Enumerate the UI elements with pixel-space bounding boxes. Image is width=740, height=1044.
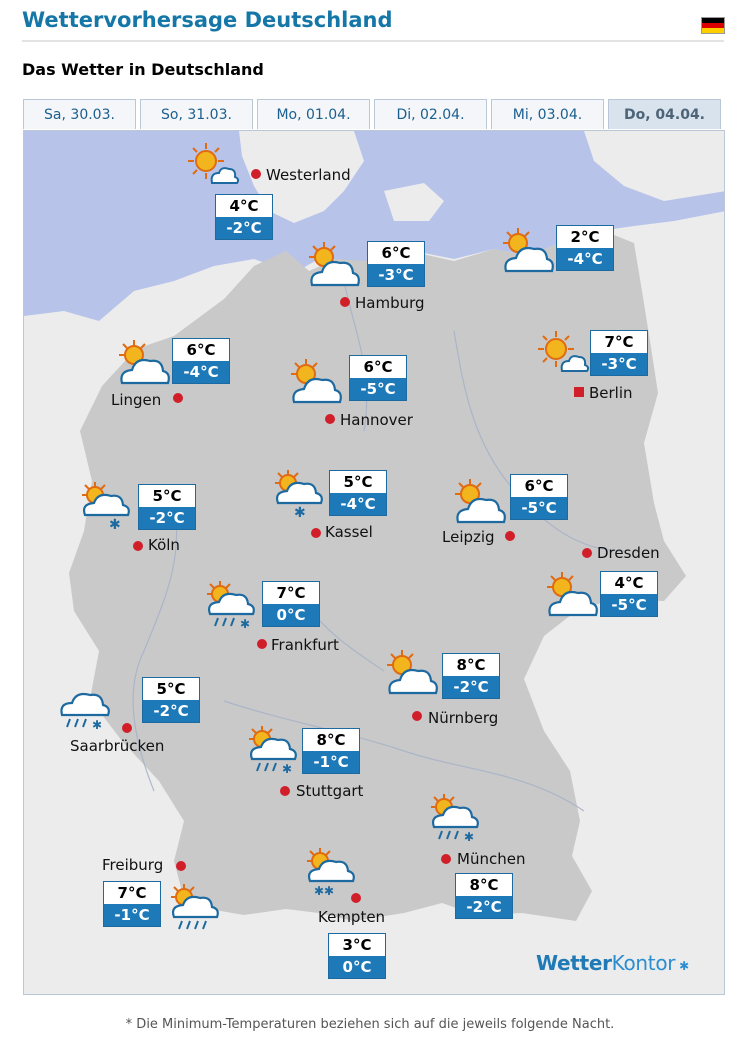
sun-cloud-icon (384, 647, 440, 699)
svg-text:✱: ✱ (109, 517, 121, 531)
city-label[interactable]: Hamburg (355, 294, 425, 312)
city-marker (340, 297, 350, 307)
city-label[interactable]: Nürnberg (428, 709, 499, 727)
sun-cloud-icon (184, 139, 240, 191)
temp-box: 5°C -4°C (329, 470, 387, 516)
temp-box: 6°C -5°C (510, 474, 568, 520)
city-marker (441, 854, 451, 864)
temp-box: 5°C -2°C (138, 484, 196, 530)
title-divider (22, 40, 724, 42)
sun-cloud-snow-icon: ✱ (272, 467, 328, 521)
city-label[interactable]: Saarbrücken (70, 737, 165, 755)
city-label[interactable]: Freiburg (102, 856, 164, 874)
temp-box: 7°C 0°C (262, 581, 320, 627)
temp-box: 8°C -2°C (442, 653, 500, 699)
weather-map: 4°C -2°C Westerland 6°C -3°C Hamburg 2°C -4… (23, 130, 725, 995)
city-marker (133, 541, 143, 551)
sun-cloud-snow-icon: ✱✱ (304, 845, 360, 898)
city-label[interactable]: Köln (148, 536, 180, 554)
city-marker (505, 531, 515, 541)
svg-text:✱✱: ✱✱ (314, 884, 334, 897)
city-label[interactable]: Frankfurt (271, 636, 339, 654)
city-label[interactable]: Hannover (340, 411, 413, 429)
city-label[interactable]: Westerland (266, 166, 351, 184)
page-title: Wettervorhersage Deutschland (22, 8, 393, 32)
temp-box: 6°C -3°C (367, 241, 425, 287)
city-marker (582, 548, 592, 558)
tab-mo-01-04[interactable]: Mo, 01.04. (257, 99, 370, 129)
tab-so-31-03[interactable]: So, 31.03. (140, 99, 253, 129)
sun-cloud-icon (116, 337, 172, 389)
svg-text:✱: ✱ (282, 762, 292, 775)
sun-cloud-rain-snow-icon: ✱ (246, 723, 302, 776)
temp-box: 7°C -1°C (103, 881, 161, 927)
temp-box: 3°C 0°C (328, 933, 386, 979)
city-marker (176, 861, 186, 871)
sun-cloud-icon (534, 327, 590, 379)
logo-icon: ✱ (675, 959, 689, 973)
city-marker (173, 393, 183, 403)
city-marker (280, 786, 290, 796)
city-marker (351, 893, 361, 903)
sun-cloud-snow-icon: ✱ (79, 479, 135, 533)
city-marker (325, 414, 335, 424)
city-marker (412, 711, 422, 721)
city-marker (251, 169, 261, 179)
svg-text:✱: ✱ (92, 718, 102, 732)
tab-do-04-04[interactable]: Do, 04.04. (608, 99, 721, 129)
svg-text:✱: ✱ (464, 830, 474, 843)
tab-mi-03-04[interactable]: Mi, 03.04. (491, 99, 604, 129)
tab-di-02-04[interactable]: Di, 02.04. (374, 99, 487, 129)
city-label[interactable]: Leipzig (442, 528, 495, 546)
temp-box: 6°C -4°C (172, 338, 230, 384)
sun-cloud-icon (288, 356, 344, 408)
city-label[interactable]: München (457, 850, 526, 868)
city-label[interactable]: Dresden (597, 544, 660, 562)
city-marker (311, 528, 321, 538)
temp-box: 8°C -2°C (455, 873, 513, 919)
temp-box: 2°C -4°C (556, 225, 614, 271)
sun-cloud-icon (306, 239, 362, 291)
day-tabs: Sa, 30.03. So, 31.03. Mo, 01.04. Di, 02.… (23, 99, 725, 130)
city-label[interactable]: Stuttgart (296, 782, 364, 800)
sun-cloud-rain-snow-icon: ✱ (428, 791, 484, 844)
cloud-rain-snow-icon: ✱ (58, 683, 114, 735)
temp-box: 7°C -3°C (590, 330, 648, 376)
wetterkontor-logo[interactable]: WetterKontor ✱ (536, 951, 689, 975)
footnote: * Die Minimum-Temperaturen beziehen sich… (125, 1017, 615, 1032)
temp-box: 8°C -1°C (302, 728, 360, 774)
sun-cloud-rain-snow-icon: ✱ (204, 578, 260, 631)
temp-box: 4°C -2°C (215, 194, 273, 240)
city-marker (122, 723, 132, 733)
sun-cloud-icon (544, 569, 600, 621)
temp-box: 5°C -2°C (142, 677, 200, 723)
temp-box: 6°C -5°C (349, 355, 407, 401)
city-label[interactable]: Kassel (325, 523, 373, 541)
city-label[interactable]: Kempten (318, 908, 386, 926)
capital-marker (574, 387, 584, 397)
sun-cloud-icon (452, 476, 508, 528)
city-label[interactable]: Berlin (589, 384, 633, 402)
german-flag-icon[interactable] (701, 17, 725, 34)
city-label[interactable]: Lingen (111, 391, 162, 409)
sun-cloud-rain-icon (168, 881, 224, 933)
sun-cloud-icon (500, 225, 556, 277)
section-subtitle: Das Wetter in Deutschland (22, 60, 264, 79)
city-marker (257, 639, 267, 649)
tab-sa-30-03[interactable]: Sa, 30.03. (23, 99, 136, 129)
svg-text:✱: ✱ (240, 617, 250, 630)
temp-box: 4°C -5°C (600, 571, 658, 617)
svg-text:✱: ✱ (294, 505, 306, 519)
